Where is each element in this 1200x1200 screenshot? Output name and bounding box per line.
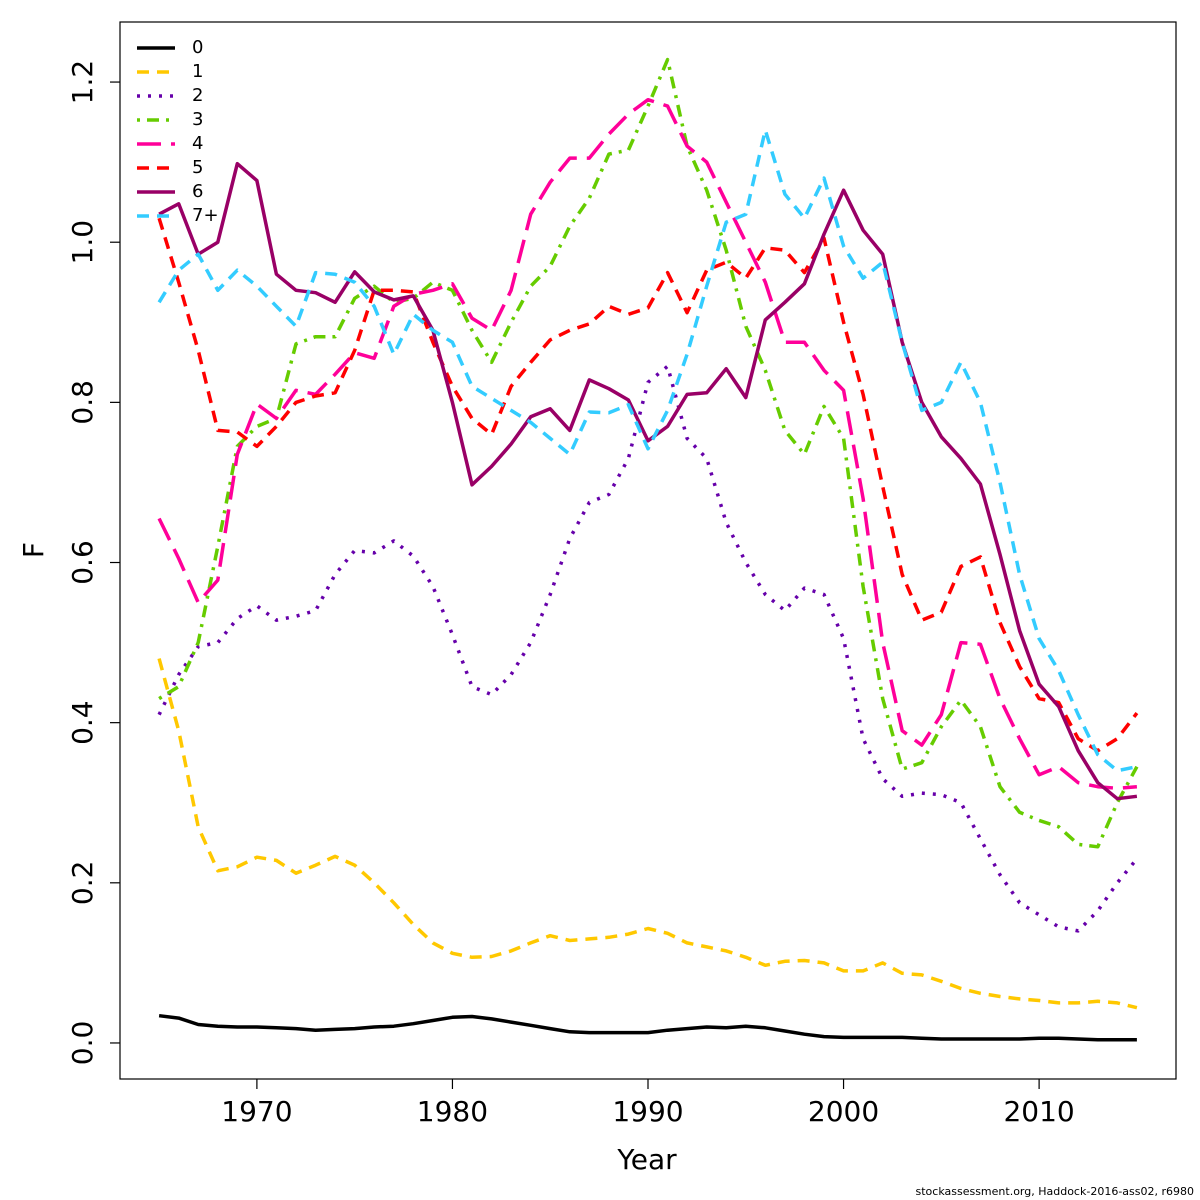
series-line	[158, 1013, 1137, 1042]
series-line	[158, 161, 1138, 801]
x-axis-label: Year	[616, 1143, 677, 1176]
legend-label: 2	[192, 85, 203, 106]
y-tick-label: 0.0	[66, 1021, 99, 1066]
y-axis-label: F	[17, 542, 50, 558]
legend-label: 3	[192, 109, 203, 130]
y-tick-label: 0.2	[66, 861, 99, 906]
x-tick-label: 1980	[417, 1095, 488, 1128]
y-tick-label: 0.6	[66, 540, 99, 585]
series-line	[157, 364, 1139, 933]
legend-label: 7+	[192, 205, 219, 226]
plot-frame	[119, 21, 1177, 1080]
series-line	[158, 57, 1139, 849]
x-tick-label: 2010	[1003, 1095, 1074, 1128]
series-line	[157, 658, 1138, 1010]
series-line	[157, 217, 1139, 753]
y-tick-label: 1.2	[66, 60, 99, 105]
x-tick-label: 1970	[221, 1095, 292, 1128]
y-tick-label: 1.0	[66, 220, 99, 265]
legend-label: 1	[192, 61, 203, 82]
legend-label: 5	[192, 157, 203, 178]
x-tick-label: 1990	[612, 1095, 683, 1128]
x-tick-label: 2000	[808, 1095, 879, 1128]
footer: stockassessment.org, Haddock-2016-ass02,…	[916, 1185, 1195, 1198]
y-tick-label: 0.8	[66, 380, 99, 425]
series-line	[157, 97, 1138, 791]
legend-label: 0	[192, 37, 203, 58]
y-tick-label: 0.4	[66, 700, 99, 745]
legend-label: 4	[192, 133, 203, 154]
series-line	[157, 128, 1138, 773]
legend-label: 6	[192, 181, 203, 202]
